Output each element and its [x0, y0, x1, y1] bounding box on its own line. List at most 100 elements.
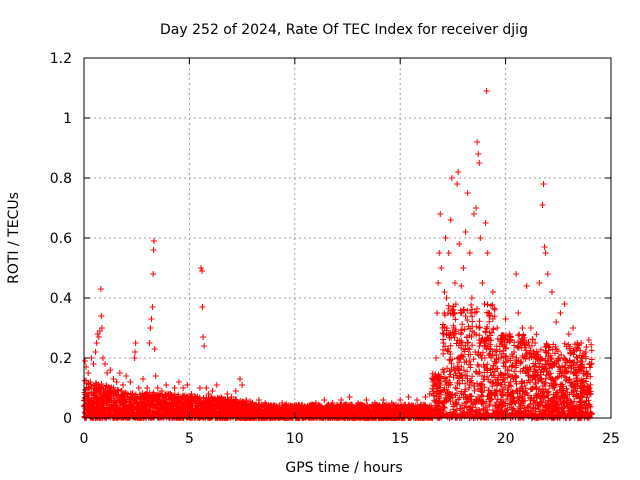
- data-point: [578, 355, 585, 361]
- data-point: [338, 397, 345, 403]
- data-point: [476, 160, 483, 166]
- data-point: [397, 397, 404, 403]
- data-point: [213, 382, 220, 388]
- data-point: [380, 397, 387, 403]
- data-point: [123, 373, 130, 379]
- data-point: [154, 385, 161, 391]
- data-point: [445, 250, 452, 256]
- data-point: [553, 319, 560, 325]
- data-point: [249, 400, 256, 406]
- data-point: [93, 340, 100, 346]
- data-point: [449, 310, 456, 316]
- data-point: [209, 388, 216, 394]
- x-tick-label: 10: [286, 431, 304, 447]
- y-tick-label: 0.8: [50, 171, 72, 187]
- data-point: [99, 355, 106, 361]
- data-point: [262, 400, 269, 406]
- data-point: [498, 340, 505, 346]
- data-point: [561, 301, 568, 307]
- data-point: [180, 385, 187, 391]
- data-point: [405, 394, 412, 400]
- data-point: [167, 391, 174, 397]
- data-point: [144, 385, 151, 391]
- data-point: [152, 373, 159, 379]
- data-point: [239, 382, 246, 388]
- data-point: [388, 400, 395, 406]
- data-point: [433, 355, 440, 361]
- data-point: [460, 265, 467, 271]
- data-point: [110, 376, 117, 382]
- data-point: [287, 403, 294, 409]
- x-tick-label: 15: [391, 431, 409, 447]
- data-point: [363, 397, 370, 403]
- data-point: [447, 217, 454, 223]
- axis-ticks: 0 5 10 15 20 25 0 0.2 0.4 0.6 0.8 1 1.2: [50, 51, 620, 447]
- data-point: [87, 379, 94, 385]
- data-point: [414, 397, 421, 403]
- data-point: [540, 181, 547, 187]
- y-axis-label: ROTI / TECUs: [6, 192, 22, 284]
- data-point: [132, 340, 139, 346]
- data-point: [523, 283, 530, 289]
- data-point: [203, 385, 210, 391]
- data-point: [171, 385, 178, 391]
- data-point: [466, 250, 473, 256]
- data-point: [92, 349, 99, 355]
- data-point: [355, 400, 362, 406]
- data-point: [452, 280, 459, 286]
- data-point: [422, 394, 429, 400]
- data-point: [135, 385, 142, 391]
- data-point: [473, 205, 480, 211]
- data-point: [158, 388, 165, 394]
- data-point: [97, 286, 104, 292]
- data-point: [481, 301, 488, 307]
- data-point: [175, 379, 182, 385]
- data-point: [582, 349, 589, 355]
- data-point: [132, 349, 139, 355]
- data-point: [494, 325, 501, 331]
- data-point: [113, 379, 120, 385]
- data-point: [192, 394, 199, 400]
- data-point: [140, 376, 147, 382]
- data-point: [151, 346, 158, 352]
- data-point: [188, 391, 195, 397]
- data-point: [435, 280, 442, 286]
- data-point: [371, 400, 378, 406]
- data-point: [199, 304, 206, 310]
- data-point: [270, 403, 277, 409]
- data-point: [532, 340, 539, 346]
- data-point: [565, 331, 572, 337]
- y-tick-label: 0.2: [50, 351, 72, 367]
- data-point: [200, 334, 207, 340]
- data-point: [98, 313, 105, 319]
- data-point: [511, 349, 518, 355]
- data-point: [82, 358, 89, 364]
- data-point: [489, 289, 496, 295]
- data-point: [148, 316, 155, 322]
- data-point: [484, 250, 491, 256]
- data-point: [436, 250, 443, 256]
- data-point: [438, 265, 445, 271]
- data-point: [205, 391, 212, 397]
- data-point: [147, 325, 154, 331]
- data-point: [150, 247, 157, 253]
- data-point: [236, 376, 243, 382]
- data-point: [107, 367, 114, 373]
- x-tick-label: 0: [80, 431, 89, 447]
- chart-title: Day 252 of 2024, Rate Of TEC Index for r…: [160, 22, 528, 38]
- data-point: [296, 406, 303, 412]
- data-point: [513, 271, 520, 277]
- data-point: [90, 361, 97, 367]
- y-tick-label: 0.6: [50, 231, 72, 247]
- data-point: [232, 388, 239, 394]
- data-point: [502, 316, 509, 322]
- data-point: [440, 340, 447, 346]
- data-point: [255, 397, 262, 403]
- data-point: [312, 400, 319, 406]
- data-point: [146, 340, 153, 346]
- data-point: [437, 211, 444, 217]
- data-point: [119, 382, 126, 388]
- data-point: [184, 382, 191, 388]
- data-point: [441, 289, 448, 295]
